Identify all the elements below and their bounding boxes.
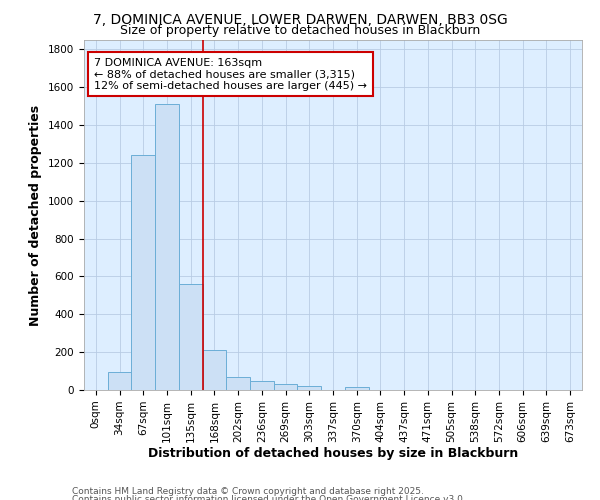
Bar [155, 104, 179, 390]
Bar [179, 284, 203, 390]
Text: 7, DOMINICA AVENUE, LOWER DARWEN, DARWEN, BB3 0SG: 7, DOMINICA AVENUE, LOWER DARWEN, DARWEN… [92, 12, 508, 26]
Bar [345, 386, 368, 390]
Bar [131, 156, 155, 390]
Text: Size of property relative to detached houses in Blackburn: Size of property relative to detached ho… [120, 24, 480, 37]
Bar [108, 372, 131, 390]
Bar [298, 386, 321, 390]
Bar [203, 350, 226, 390]
X-axis label: Distribution of detached houses by size in Blackburn: Distribution of detached houses by size … [148, 448, 518, 460]
Bar [274, 384, 298, 390]
Text: 7 DOMINICA AVENUE: 163sqm
← 88% of detached houses are smaller (3,315)
12% of se: 7 DOMINICA AVENUE: 163sqm ← 88% of detac… [94, 58, 367, 90]
Y-axis label: Number of detached properties: Number of detached properties [29, 104, 43, 326]
Bar [226, 377, 250, 390]
Bar [250, 381, 274, 390]
Text: Contains HM Land Registry data © Crown copyright and database right 2025.: Contains HM Land Registry data © Crown c… [72, 488, 424, 496]
Text: Contains public sector information licensed under the Open Government Licence v3: Contains public sector information licen… [72, 495, 466, 500]
